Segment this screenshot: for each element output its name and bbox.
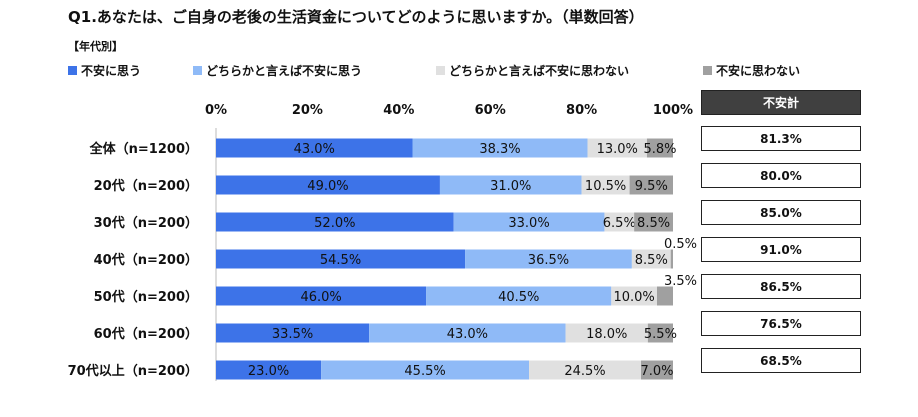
data-label: 13.0%: [597, 142, 638, 157]
category-label: 50代（n=200）: [94, 289, 198, 305]
data-label: 43.0%: [447, 327, 488, 342]
legend-swatch: [703, 66, 712, 75]
bar-segment: [216, 212, 454, 232]
total-value: 91.0%: [701, 237, 861, 262]
x-tick-label: 60%: [475, 103, 506, 118]
bar-segment: [604, 212, 635, 232]
legend-swatch: [68, 66, 77, 75]
bar-segment: [631, 249, 671, 269]
data-label: 38.3%: [479, 142, 520, 157]
data-label: 36.5%: [528, 253, 569, 268]
data-label: 9.5%: [635, 179, 668, 194]
legend-item: どちらかと言えば不安に思わない: [436, 62, 629, 79]
bar-segment: [216, 249, 466, 269]
bar-segment: [581, 175, 630, 195]
legend-label: 不安に思わない: [716, 64, 801, 78]
data-label: 10.5%: [585, 179, 626, 194]
data-label: 10.0%: [613, 290, 654, 305]
legend-label: どちらかと言えば不安に思わない: [449, 64, 630, 78]
x-tick-label: 100%: [653, 103, 693, 118]
legend-swatch: [436, 66, 445, 75]
bar-segment: [216, 360, 322, 380]
total-header: 不安計: [701, 90, 861, 115]
total-value: 68.5%: [701, 348, 861, 373]
data-label: 7.0%: [640, 364, 673, 379]
category-label: 70代以上（n=200）: [68, 363, 198, 379]
total-value: 86.5%: [701, 274, 861, 299]
bar-segment: [216, 286, 427, 306]
data-label: 52.0%: [314, 216, 355, 231]
data-label: 45.5%: [404, 364, 445, 379]
data-label: 31.0%: [490, 179, 531, 194]
bar-segment: [216, 138, 413, 158]
data-label: 54.5%: [320, 253, 361, 268]
x-tick-label: 20%: [292, 103, 323, 118]
data-label: 40.5%: [498, 290, 539, 305]
data-label: 24.5%: [564, 364, 605, 379]
bar-segment: [657, 286, 673, 306]
legend-swatch: [193, 66, 202, 75]
total-value: 76.5%: [701, 311, 861, 336]
category-label: 30代（n=200）: [94, 215, 198, 231]
data-label: 46.0%: [300, 290, 341, 305]
bar-segment: [439, 175, 582, 195]
total-value: 85.0%: [701, 200, 861, 225]
total-value: 80.0%: [701, 163, 861, 188]
bar-segment: [321, 360, 530, 380]
bar-segment: [670, 249, 673, 269]
category-label: 60代（n=200）: [94, 326, 198, 342]
chart-title: Q1.あなたは、ご自身の老後の生活資金についてどのように思いますか。（単数回答）: [68, 8, 644, 26]
data-label: 43.0%: [294, 142, 335, 157]
bar-segment: [529, 360, 642, 380]
bar-segment: [629, 175, 673, 195]
bar-segment: [646, 138, 673, 158]
bar-segment: [641, 360, 673, 380]
data-label: 8.5%: [637, 216, 670, 231]
data-label: 33.5%: [272, 327, 313, 342]
data-label: 5.8%: [643, 142, 676, 157]
bar-segment: [216, 323, 370, 343]
legend-label: どちらかと言えば不安に思う: [206, 64, 363, 78]
legend-item: 不安に思う: [68, 62, 141, 79]
bar-segment: [587, 138, 647, 158]
total-value: 81.3%: [701, 126, 861, 151]
bar-segment: [647, 323, 673, 343]
legend-item: 不安に思わない: [703, 62, 800, 79]
x-tick-label: 40%: [383, 103, 414, 118]
data-label: 18.0%: [586, 327, 627, 342]
bar-segment: [216, 175, 440, 195]
category-label: 全体（n=1200）: [89, 141, 198, 157]
x-tick-label: 0%: [205, 103, 227, 118]
data-label: 5.5%: [644, 327, 677, 342]
bar-segment: [565, 323, 648, 343]
data-label: 8.5%: [635, 253, 668, 268]
data-label: 3.5%: [664, 274, 697, 289]
legend-label: 不安に思う: [81, 64, 142, 78]
category-label: 20代（n=200）: [94, 178, 198, 194]
data-label: 49.0%: [307, 179, 348, 194]
bar-segment: [369, 323, 566, 343]
data-label: 23.0%: [248, 364, 289, 379]
category-label: 40代（n=200）: [94, 252, 198, 268]
bar-segment: [611, 286, 658, 306]
data-label: 6.5%: [603, 216, 636, 231]
legend-item: どちらかと言えば不安に思う: [193, 62, 362, 79]
chart-subtitle: 【年代別】: [68, 40, 123, 53]
bar-segment: [634, 212, 673, 232]
bar-segment: [465, 249, 632, 269]
data-label: 0.5%: [664, 237, 697, 252]
bar-segment: [412, 138, 588, 158]
bar-segment: [426, 286, 612, 306]
bar-segment: [453, 212, 605, 232]
data-label: 33.0%: [508, 216, 549, 231]
x-tick-label: 80%: [566, 103, 597, 118]
